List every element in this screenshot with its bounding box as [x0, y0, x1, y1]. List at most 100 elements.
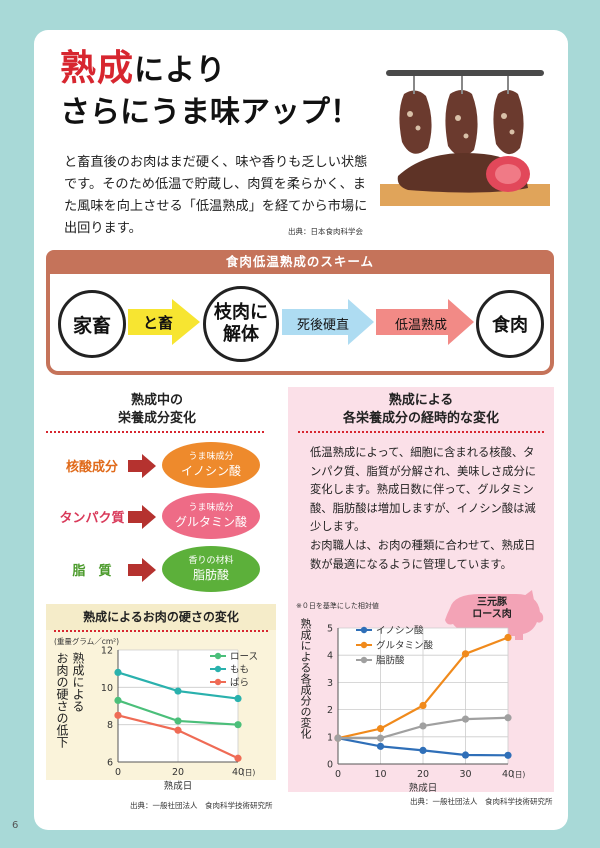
- nutrient-name: 脂肪酸: [192, 568, 229, 582]
- hardness-ylabel-line1: 熟成による: [71, 652, 85, 712]
- nutrient-role: うま味成分: [188, 503, 234, 513]
- data-point: [419, 722, 427, 730]
- legend-label: ばら: [230, 678, 249, 689]
- data-point: [174, 726, 182, 734]
- nutrient-label: 核酸成分: [65, 460, 118, 475]
- data-point: [174, 687, 182, 695]
- data-point: [504, 751, 512, 759]
- data-point: [234, 694, 242, 703]
- nutrient-name: グルタミン酸: [174, 515, 247, 529]
- arrow-aging: [376, 299, 474, 345]
- x-unit: (日): [242, 768, 255, 777]
- legend-marker: [214, 665, 222, 673]
- intro-paragraph: と畜直後のお肉はまだ硬く、味や香りも乏しい状態です。そのため低温で貯蔵し、肉質を…: [64, 155, 368, 236]
- legend-marker: [360, 656, 368, 664]
- y-tick-label: 8: [107, 720, 113, 731]
- arrow-rigor: [282, 299, 374, 345]
- data-point: [461, 715, 470, 723]
- legend-label: 脂肪酸: [376, 655, 405, 667]
- data-point: [114, 668, 122, 676]
- scheme-title: 食肉低温熟成のスキーム: [46, 250, 554, 274]
- step-livestock: 家畜: [58, 290, 126, 358]
- hardness-title: 熟成によるお肉の硬さの変化: [46, 604, 276, 630]
- x-axis-label: 熟成日: [409, 782, 438, 792]
- nutrient-role: 香りの材料: [188, 556, 234, 566]
- nutrient-oval: 香りの材料 脂肪酸: [162, 546, 260, 592]
- y-tick-label: 6: [107, 758, 113, 769]
- hardness-divider: [54, 630, 268, 632]
- change-body: 低温熟成によって、細胞に含まれる核酸、タンパク質、脂質が分解され、美味しさ成分に…: [310, 446, 537, 571]
- legend-label: グルタミン酸: [376, 640, 434, 652]
- x-tick-label: 40: [232, 767, 244, 778]
- page-title-line1: 熟成により: [60, 48, 227, 89]
- y-tick-label: 10: [101, 683, 113, 694]
- data-point: [376, 734, 385, 742]
- legend-label: ロース: [230, 652, 258, 663]
- data-point: [376, 725, 385, 733]
- legend-marker: [214, 678, 222, 686]
- nutrient-label: 脂 質: [72, 564, 112, 579]
- nutrient-arrow-icon: [128, 558, 156, 582]
- legend-label: もも: [230, 665, 249, 676]
- data-point: [234, 754, 242, 762]
- pig-label: 三元豚 ロース肉: [472, 597, 512, 620]
- chart2-ylabel: 熟成による各成分の変化: [299, 618, 312, 739]
- data-point: [114, 696, 122, 704]
- nutrient-role: うま味成分: [188, 452, 234, 462]
- data-point: [504, 714, 512, 722]
- change-title: 熟成による 各栄養成分の経時的な変化: [342, 393, 499, 426]
- nutrients-divider: [46, 431, 264, 433]
- data-point: [461, 751, 470, 759]
- arrow-slaughter-label: と畜: [142, 314, 173, 332]
- data-point: [334, 734, 342, 742]
- legend-marker: [360, 626, 368, 634]
- nutrient-arrow-icon: [128, 454, 156, 478]
- data-point: [234, 721, 242, 729]
- nutrient-arrow-icon: [128, 505, 156, 529]
- page-number: 6: [12, 820, 19, 831]
- y-tick-label: 5: [327, 624, 333, 635]
- y-tick-label: 0: [327, 760, 333, 771]
- data-point: [174, 717, 182, 725]
- y-tick-label: 2: [327, 705, 333, 716]
- hardness-unit: (重量グラム／cm²): [54, 637, 120, 646]
- arrow-aging-label: 低温熟成: [394, 318, 447, 333]
- data-point: [504, 633, 512, 642]
- nutrient-label: タンパク質: [59, 511, 125, 526]
- change-note: ※０日を基準にした相対値: [296, 602, 379, 610]
- y-tick-label: 1: [327, 732, 333, 743]
- y-tick-label: 4: [327, 651, 333, 662]
- x-tick-label: 20: [417, 769, 429, 780]
- nutrient-oval: うま味成分 イノシン酸: [162, 442, 260, 488]
- x-tick-label: 10: [374, 769, 386, 780]
- aged-meat-illustration: [380, 70, 550, 206]
- step-meat: 食肉: [476, 290, 544, 358]
- hardness-ylabel-line2: お肉の硬さの低下: [55, 652, 69, 748]
- y-tick-label: 3: [327, 678, 333, 689]
- x-tick-label: 30: [459, 769, 471, 780]
- x-tick-label: 40: [502, 769, 514, 780]
- legend-label: イノシン酸: [376, 625, 424, 637]
- page-title-line2: さらにうま味アップ！: [60, 95, 360, 130]
- hardness-source: 出典：一般社団法人 食肉科学技術研究所: [130, 801, 273, 810]
- x-unit: (日): [512, 770, 525, 779]
- data-point: [461, 650, 470, 658]
- x-tick-label: 20: [172, 767, 184, 778]
- change-divider: [298, 431, 544, 433]
- data-point: [376, 742, 385, 750]
- y-tick-label: 12: [101, 646, 113, 657]
- arrow-slaughter: [128, 299, 200, 345]
- x-axis-label: 熟成日: [164, 780, 193, 792]
- legend-marker: [360, 641, 368, 649]
- x-tick-label: 0: [115, 767, 121, 778]
- data-point: [419, 746, 427, 754]
- data-point: [419, 701, 427, 710]
- x-tick-label: 0: [335, 769, 341, 780]
- nutrient-oval: うま味成分グルタミン酸: [162, 493, 260, 539]
- change-source: 出典：一般社団法人 食肉科学技術研究所: [410, 797, 553, 806]
- legend-marker: [214, 652, 222, 660]
- step-carcass: 枝肉に 解体: [203, 286, 279, 362]
- data-point: [114, 711, 122, 719]
